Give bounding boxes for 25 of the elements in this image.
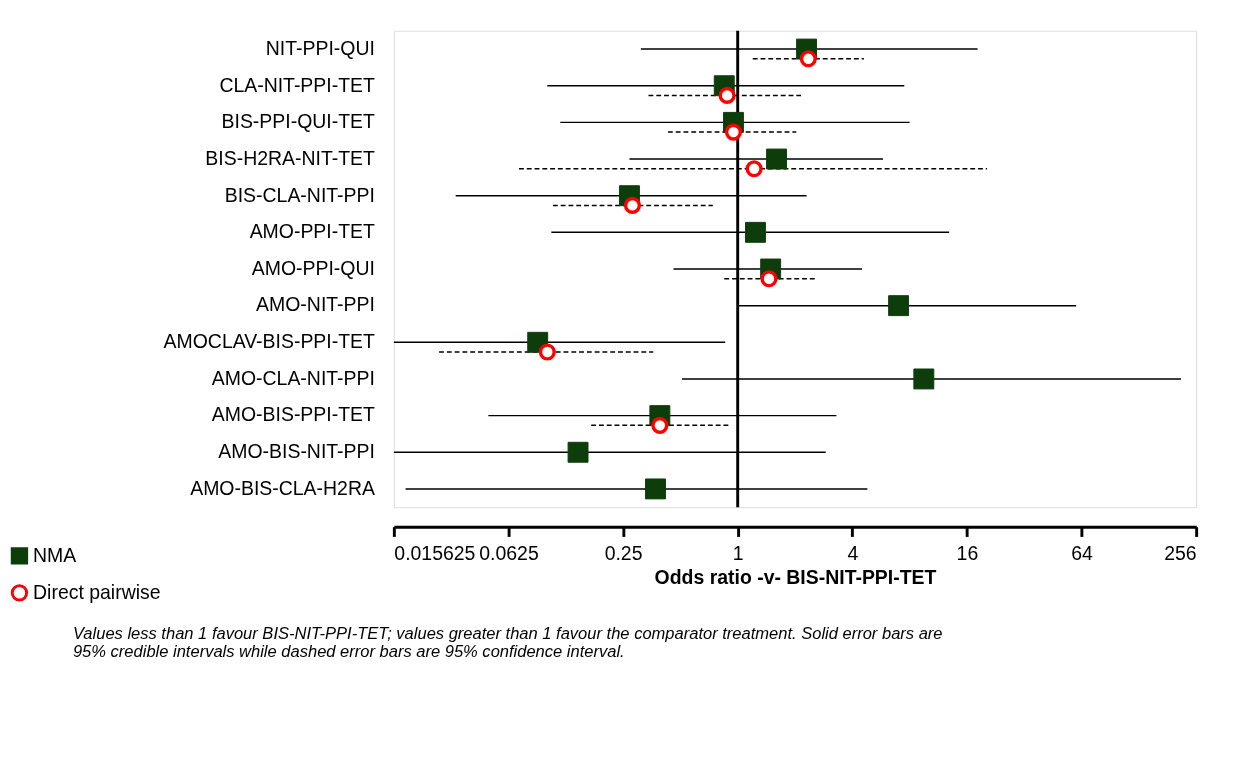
y-tick-label: BIS-H2RA-NIT-TET <box>205 146 376 169</box>
y-tick-label: AMO-PPI-QUI <box>251 256 375 279</box>
y-tick-label: AMO-PPI-TET <box>249 220 376 243</box>
y-tick-label: AMO-BIS-PPI-TET <box>211 403 376 426</box>
y-tick-label: AMOCLAV-BIS-PPI-TET <box>163 330 376 353</box>
x-tick-label: 64 <box>1071 542 1094 565</box>
x-tick-label: 1 <box>732 542 744 565</box>
y-tick-label: AMO-NIT-PPI <box>256 293 375 316</box>
x-tick-label: 256 <box>1164 542 1197 565</box>
x-tick-label: 16 <box>956 542 979 565</box>
x-tick-label: 0.015625 <box>394 542 476 565</box>
y-tick-label: AMO-BIS-CLA-H2RA <box>190 476 375 499</box>
legend-label: Direct pairwise <box>33 580 161 603</box>
y-tick-label: BIS-PPI-QUI-TET <box>221 110 376 133</box>
y-tick-label: AMO-CLA-NIT-PPI <box>211 366 375 389</box>
x-tick-label: 4 <box>847 542 859 565</box>
y-tick-label: AMO-BIS-NIT-PPI <box>218 440 375 463</box>
x-tick-label: 0.25 <box>604 542 643 565</box>
y-tick-label: NIT-PPI-QUI <box>265 36 375 59</box>
x-axis-title: Odds ratio -v- BIS-NIT-PPI-TET <box>654 565 937 588</box>
y-tick-label: CLA-NIT-PPI-TET <box>219 73 376 96</box>
legend-label: NMA <box>33 543 77 566</box>
x-tick-label: 0.0625 <box>479 542 539 565</box>
text: Values less than 1 favour BIS-NIT-PPI-TET; values greater than 1 favour the comparator treatment. Solid error bars are 95% credible intervals while dashed error bars are 95% confidence interval. <box>72 623 943 662</box>
y-tick-label: BIS-CLA-NIT-PPI <box>224 183 375 206</box>
